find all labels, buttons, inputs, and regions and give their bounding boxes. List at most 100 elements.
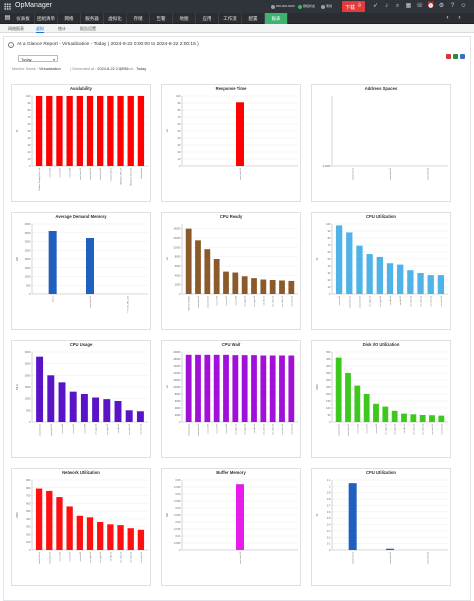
bar[interactable] (103, 399, 111, 422)
menu-item[interactable]: 仪表板 (12, 13, 35, 24)
excel-export-icon[interactable] (453, 54, 458, 59)
bar[interactable] (429, 415, 435, 422)
sub-menu-item[interactable]: 网络报表 (8, 26, 24, 31)
bar[interactable] (236, 484, 244, 550)
download-button[interactable]: 下载 ⇩ (342, 1, 365, 12)
bar[interactable] (66, 96, 73, 166)
bar[interactable] (185, 354, 192, 422)
menu-item[interactable]: 存储 (127, 13, 150, 24)
bar[interactable] (66, 506, 73, 550)
bar[interactable] (345, 373, 351, 422)
bar[interactable] (35, 96, 43, 166)
bar[interactable] (86, 517, 94, 550)
bar[interactable] (58, 382, 66, 422)
menu-next-icon[interactable]: › (458, 15, 461, 21)
bar[interactable] (391, 410, 398, 422)
status-text[interactable]: 授权状态 (303, 4, 316, 8)
email-export-icon[interactable] (460, 54, 465, 59)
menu-item[interactable]: 告警 (150, 13, 173, 24)
bar[interactable] (76, 96, 83, 166)
bar[interactable] (366, 254, 373, 294)
bar[interactable] (92, 397, 100, 423)
bar[interactable] (223, 354, 229, 422)
status-text[interactable]: 600-600-0000 (276, 4, 295, 8)
bar[interactable] (438, 415, 445, 422)
back-icon[interactable]: ‹ (8, 42, 14, 48)
bar[interactable] (241, 355, 248, 422)
bar[interactable] (117, 525, 124, 550)
bar[interactable] (97, 96, 104, 166)
menu-item[interactable]: 地图 (173, 13, 196, 24)
bar[interactable] (185, 228, 192, 294)
bar[interactable] (127, 96, 134, 166)
bar[interactable] (46, 490, 53, 550)
bar[interactable] (335, 357, 342, 422)
bar[interactable] (417, 273, 424, 294)
sub-menu-item[interactable]: 统计 (58, 26, 66, 31)
menu-item[interactable]: 报表 (265, 13, 288, 24)
bar[interactable] (386, 548, 394, 550)
bar[interactable] (269, 355, 276, 423)
bar[interactable] (69, 391, 77, 422)
bar[interactable] (204, 354, 211, 422)
bar[interactable] (125, 410, 133, 422)
bar[interactable] (386, 263, 394, 294)
menu-item[interactable]: 网络 (58, 13, 81, 24)
bar[interactable] (213, 259, 220, 294)
bar[interactable] (86, 238, 94, 294)
sub-menu-item[interactable]: 虚拟 (36, 26, 44, 33)
bar[interactable] (410, 414, 417, 422)
sub-menu-item[interactable]: 报告设置 (80, 26, 96, 31)
bar[interactable] (354, 385, 361, 422)
bar[interactable] (346, 232, 353, 294)
bar[interactable] (232, 272, 239, 294)
bar[interactable] (356, 245, 363, 294)
period-select[interactable]: Today ▾ (18, 55, 58, 62)
bar[interactable] (137, 96, 145, 166)
bar[interactable] (47, 375, 55, 422)
bar[interactable] (127, 528, 134, 550)
bar[interactable] (269, 280, 276, 294)
bar[interactable] (288, 280, 295, 294)
bar[interactable] (348, 483, 357, 550)
menu-item[interactable]: 工作流 (219, 13, 242, 24)
bar[interactable] (223, 271, 229, 294)
bar[interactable] (56, 96, 63, 166)
bar[interactable] (107, 96, 114, 166)
menu-item[interactable]: 服务器 (81, 13, 104, 24)
bar[interactable] (236, 102, 244, 166)
bar[interactable] (114, 401, 122, 422)
bar[interactable] (76, 515, 83, 550)
alarm-icon[interactable]: ⏰ (427, 3, 435, 9)
help-icon[interactable]: ? (450, 3, 455, 9)
bell-icon[interactable]: ♪ (385, 3, 388, 9)
bar[interactable] (46, 96, 53, 166)
bar[interactable] (376, 256, 383, 294)
bar[interactable] (48, 231, 57, 294)
search-icon[interactable]: ⌕ (395, 3, 400, 9)
bar[interactable] (136, 411, 144, 422)
bar[interactable] (279, 355, 285, 423)
bar[interactable] (232, 355, 239, 422)
bar[interactable] (97, 522, 104, 550)
settings-icon[interactable]: ⚙ (438, 3, 445, 9)
bar[interactable] (117, 96, 124, 166)
bar[interactable] (241, 276, 248, 294)
bar[interactable] (56, 497, 63, 550)
menu-prev-icon[interactable]: ‹ (446, 15, 449, 21)
phone-icon[interactable]: ☏ (416, 3, 424, 9)
bar[interactable] (260, 279, 267, 294)
bar[interactable] (36, 356, 44, 422)
menu-item[interactable]: 虚拟化 (104, 13, 127, 24)
bar[interactable] (195, 354, 201, 422)
bar[interactable] (407, 270, 414, 294)
bar[interactable] (80, 394, 88, 422)
bar[interactable] (251, 355, 257, 422)
rocket-icon[interactable]: ➶ (372, 3, 379, 9)
status-text[interactable]: 离线 (326, 4, 333, 8)
bar[interactable] (107, 524, 114, 550)
menu-home-icon[interactable]: ▤ (4, 15, 11, 21)
menu-item[interactable]: 团组清单 (35, 13, 58, 24)
menu-item[interactable]: 配置 (242, 13, 265, 24)
bar[interactable] (401, 413, 407, 422)
